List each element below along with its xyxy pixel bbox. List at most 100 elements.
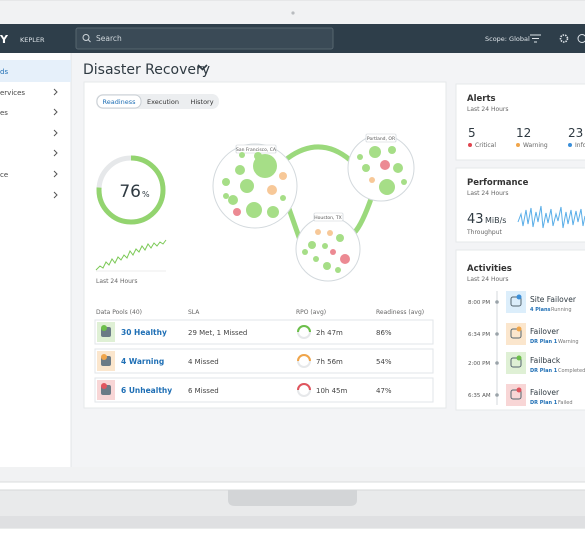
sla: 4 Missed <box>188 358 219 366</box>
chevron[interactable] <box>53 170 58 178</box>
pool-bubble[interactable] <box>357 154 363 160</box>
search-box[interactable] <box>75 27 334 50</box>
pool-bubble[interactable] <box>369 146 381 158</box>
pool-status[interactable]: 4 Warning <box>121 357 164 366</box>
pool-bubble[interactable] <box>240 179 254 193</box>
pool-bubble[interactable] <box>246 202 262 218</box>
pool-bubble[interactable] <box>280 195 286 201</box>
timeline-dot <box>495 332 499 336</box>
alert-count[interactable]: 23 <box>568 126 583 140</box>
chevron[interactable] <box>53 191 58 199</box>
rpo-gauge-arc <box>297 383 311 391</box>
pool-bubble[interactable] <box>340 254 350 264</box>
donut-progress <box>96 155 166 225</box>
pool-bubble[interactable] <box>267 185 277 195</box>
activity-list: 8:00 PM Site Failover 4 Plans Running 6:34 P… <box>468 291 585 406</box>
readiness: 54% <box>376 358 392 366</box>
readiness: 47% <box>376 387 392 395</box>
activity-icon <box>506 352 526 374</box>
pool-bubble[interactable] <box>279 172 287 180</box>
alert-label: Info <box>575 142 585 149</box>
status-icon-badge <box>101 383 107 389</box>
pool-bubble[interactable] <box>228 195 238 205</box>
pool-bubble[interactable] <box>253 154 277 178</box>
site-houston[interactable] <box>295 216 361 282</box>
rpo: 10h 45m <box>316 387 347 395</box>
activity-icon-glyph <box>510 357 522 368</box>
alerts-card <box>455 83 585 161</box>
pool-bubble[interactable] <box>393 163 403 173</box>
filter-icon[interactable] <box>530 34 541 43</box>
pool-bubble[interactable] <box>254 152 262 160</box>
activity-title[interactable]: Failover <box>530 327 560 336</box>
activity-time: 6:34 PM <box>468 332 490 338</box>
alert-dot <box>568 143 572 147</box>
pool-bubble[interactable] <box>302 249 308 255</box>
tab[interactable]: Readiness <box>102 98 136 106</box>
pool-bubble[interactable] <box>369 177 375 183</box>
pool-bubble[interactable] <box>315 229 321 235</box>
pool-bubble[interactable] <box>313 256 319 262</box>
alert-count[interactable]: 12 <box>516 126 531 140</box>
column-header: SLA <box>188 309 200 316</box>
search-icon <box>87 39 91 43</box>
pool-bubble[interactable] <box>239 152 245 158</box>
rpo: 7h 56m <box>316 358 343 366</box>
timeline-dot <box>495 361 499 365</box>
activity-status: Completed <box>558 368 585 374</box>
activity-detail: DR Plan 1 <box>530 368 558 374</box>
activity-title[interactable]: Failback <box>530 356 561 365</box>
search-icon <box>82 34 90 41</box>
pool-bubble[interactable] <box>330 249 336 255</box>
pool-status[interactable]: 30 Healthy <box>121 328 167 337</box>
status-icon-badge <box>101 325 107 331</box>
card-title: Alerts <box>467 94 496 104</box>
activity-title[interactable]: Failover <box>530 388 560 397</box>
activity-icon <box>506 384 526 406</box>
tab[interactable]: History <box>190 98 213 106</box>
pool-status[interactable]: 6 Unhealthy <box>121 386 172 395</box>
nav-item[interactable]: ds <box>0 68 8 76</box>
chevron[interactable] <box>53 88 58 96</box>
pool-bubble[interactable] <box>267 206 279 218</box>
settings-icon[interactable] <box>559 34 569 43</box>
table-row <box>94 377 434 403</box>
pool-bubble[interactable] <box>222 178 230 186</box>
pool-bubble[interactable] <box>388 146 396 154</box>
camera <box>291 11 295 15</box>
pool-bubble[interactable] <box>335 267 341 273</box>
column-header: RPO (avg) <box>296 309 326 316</box>
tab-selected <box>96 94 142 109</box>
activity-time: 6:35 AM <box>468 393 491 399</box>
tab[interactable]: Execution <box>147 98 179 106</box>
alert-counts: 5 Critical 12 Warning 23 Info <box>468 126 585 149</box>
pool-bubble[interactable] <box>362 164 370 172</box>
help-icon[interactable] <box>577 34 585 43</box>
nav-item[interactable]: ce <box>0 171 8 179</box>
activity-title[interactable]: Site Failover <box>530 295 577 304</box>
pool-bubble[interactable] <box>379 179 395 195</box>
search-placeholder: Search <box>96 34 122 43</box>
chevron[interactable] <box>53 108 58 116</box>
pool-bubble[interactable] <box>223 193 229 199</box>
pool-bubble[interactable] <box>323 262 331 270</box>
activity-status: Failed <box>558 400 573 406</box>
pool-bubble[interactable] <box>235 165 245 175</box>
pool-bubble[interactable] <box>401 179 407 185</box>
scope-selector[interactable]: Scope: Global <box>485 35 530 43</box>
nav-item[interactable]: es <box>0 109 8 117</box>
pool-bubble[interactable] <box>233 208 241 216</box>
pool-bubble[interactable] <box>322 243 328 249</box>
throughput-sparkline <box>517 205 585 229</box>
chevron[interactable] <box>53 129 58 137</box>
nav-item[interactable]: ervices <box>0 89 25 97</box>
title-dropdown[interactable] <box>197 64 208 71</box>
pool-bubble[interactable] <box>336 234 344 242</box>
chevron[interactable] <box>53 149 58 157</box>
pool-bubble[interactable] <box>327 230 333 236</box>
pool-bubble[interactable] <box>380 160 390 170</box>
alert-count[interactable]: 5 <box>468 126 476 140</box>
pool-bubble[interactable] <box>308 241 316 249</box>
site-label: San Francisco, CA <box>236 147 277 153</box>
